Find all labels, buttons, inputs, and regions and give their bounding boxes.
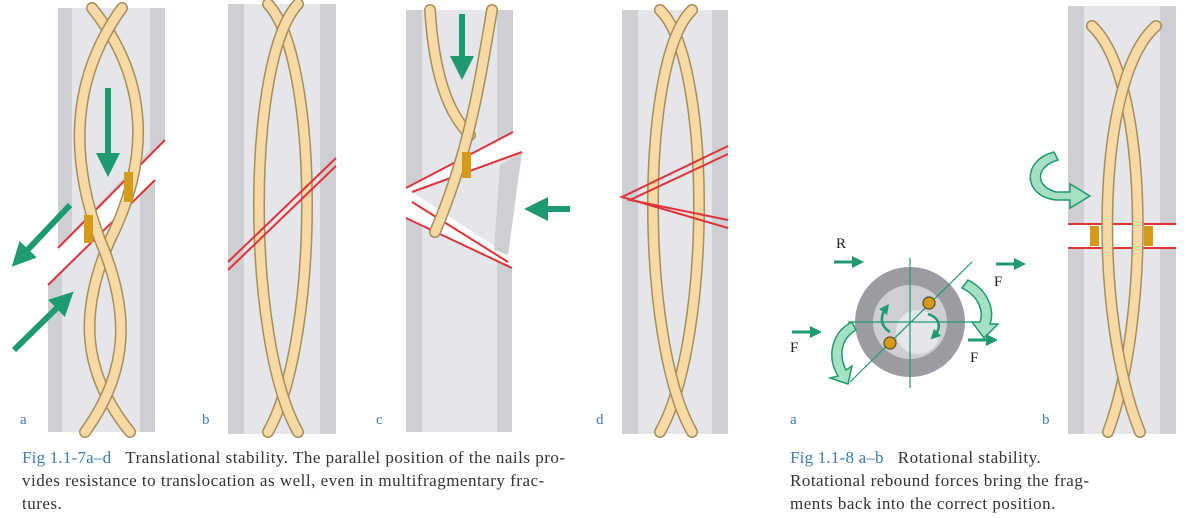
panel-7d: d	[596, 4, 729, 438]
caption-fig-7-line-3: tures.	[22, 494, 63, 513]
panel-label-8b: b	[1042, 412, 1050, 428]
panel-label-8a: a	[790, 412, 797, 428]
caption-fig-7-line-2: vides resistance to translocation as wel…	[22, 471, 545, 490]
force-label-r: R	[836, 236, 846, 252]
panel-7c: c	[376, 4, 570, 432]
caption-fig-8-text-1: Rotational stability.	[897, 448, 1042, 467]
fracture-line-7b	[227, 157, 337, 271]
axes-8a	[848, 258, 973, 388]
bone-wedge-fragment-7c	[412, 152, 522, 255]
force-label-f-lower-right: F	[970, 350, 978, 366]
translation-arrows-7a	[11, 88, 120, 353]
caption-fig-8: Fig 1.1-8 a–b Rotational stability. Rotat…	[790, 446, 1186, 515]
force-arrows-8a	[792, 256, 1026, 346]
fracture-line-8b	[1068, 223, 1176, 249]
force-label-f-left: F	[790, 340, 798, 356]
caption-fig-7-text-1: Translational stability. The parallel po…	[125, 448, 566, 467]
rotation-arrow-8b	[1029, 151, 1092, 210]
caption-fig-8-line-3: ments back into the correct position.	[790, 494, 1056, 513]
translation-arrows-7c	[450, 14, 570, 221]
caption-fig-8-line-1: Fig 1.1-8 a–b Rotational stability.	[790, 446, 1186, 469]
panel-7a: a	[11, 2, 166, 438]
rotation-arrows-small-8a	[879, 303, 942, 340]
caption-fig-7-line-1: Fig 1.1-7a–d Translational stability. The…	[22, 446, 722, 469]
intramedullary-nail-7c	[424, 4, 498, 238]
caption-fig-7-number: Fig 1.1-7a–d	[22, 448, 112, 467]
nail-contact-7a	[84, 172, 133, 243]
bone-lower-fragment-7c	[406, 218, 512, 432]
panel-8b: b	[1029, 6, 1176, 438]
panel-label-7b: b	[202, 412, 210, 428]
intramedullary-nails-7b	[253, 0, 313, 438]
nail-contact-8b	[1090, 226, 1153, 246]
nail-cross-sections-8a	[883, 296, 936, 350]
force-label-f-upper-right: F	[994, 274, 1002, 290]
panel-label-7c: c	[376, 412, 383, 428]
fracture-line-7d	[619, 145, 729, 229]
figure-artwork: a b	[11, 0, 1176, 438]
intramedullary-nails-7a	[73, 2, 145, 438]
panel-8a: R F F F a	[790, 236, 1026, 428]
panel-label-7a: a	[20, 412, 27, 428]
caption-fig-8-line-2: Rotational rebound forces bring the frag…	[790, 471, 1090, 490]
panel-7b: b	[202, 0, 337, 438]
panel-label-7d: d	[596, 412, 604, 428]
caption-fig-8-number: Fig 1.1-8 a–b	[790, 448, 884, 467]
rebound-arrows-8a	[827, 279, 1000, 385]
intramedullary-nails-8b	[1086, 20, 1162, 438]
caption-fig-7: Fig 1.1-7a–d Translational stability. The…	[22, 446, 722, 515]
